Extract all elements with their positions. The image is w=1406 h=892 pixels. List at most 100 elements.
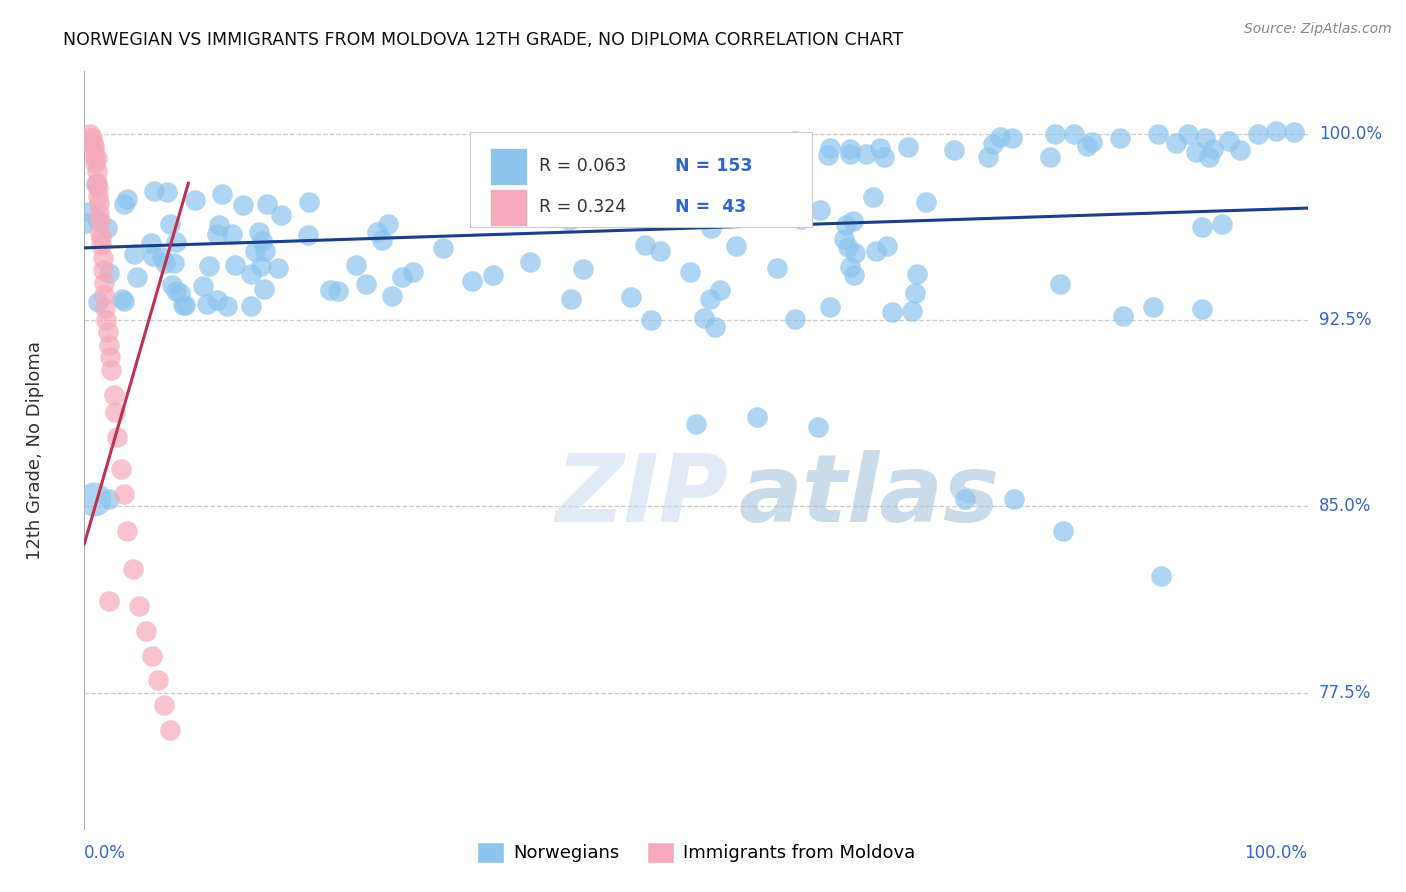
Point	[83, 144, 105, 158]
Point	[84, 152, 107, 166]
Point	[156, 186, 179, 200]
Point	[747, 409, 769, 424]
Point	[1229, 143, 1251, 157]
Text: 92.5%: 92.5%	[1319, 311, 1371, 329]
Point	[1194, 130, 1216, 145]
Point	[97, 326, 120, 340]
Point	[1049, 277, 1071, 292]
Point	[163, 255, 186, 269]
Point	[725, 239, 748, 253]
Point	[557, 213, 579, 227]
Point	[97, 266, 120, 280]
Point	[326, 284, 349, 298]
Point	[77, 204, 100, 219]
Point	[790, 212, 813, 227]
Point	[1039, 150, 1062, 164]
Point	[381, 288, 404, 302]
Point	[839, 143, 862, 157]
Point	[267, 260, 290, 275]
Point	[169, 285, 191, 300]
Point	[245, 244, 267, 258]
Point	[482, 268, 505, 283]
Point	[142, 248, 165, 262]
Point	[1218, 134, 1240, 148]
Point	[86, 214, 108, 228]
Point	[519, 255, 541, 269]
Point	[1264, 124, 1286, 138]
Point	[901, 303, 924, 318]
Point	[73, 216, 96, 230]
Point	[648, 244, 671, 258]
Point	[1177, 127, 1199, 141]
Point	[391, 269, 413, 284]
Point	[90, 231, 112, 245]
Point	[844, 246, 866, 260]
Point	[247, 225, 270, 239]
Legend: Norwegians, Immigrants from Moldova: Norwegians, Immigrants from Moldova	[470, 835, 922, 870]
Point	[97, 491, 120, 506]
Point	[208, 218, 231, 232]
Point	[211, 187, 233, 202]
Point	[79, 131, 101, 145]
Point	[699, 293, 721, 307]
Point	[834, 218, 856, 232]
Point	[96, 313, 118, 327]
Point	[183, 193, 205, 207]
Point	[298, 194, 321, 209]
Point	[112, 197, 135, 211]
Point	[159, 723, 181, 738]
Point	[749, 142, 772, 156]
Point	[1112, 309, 1135, 323]
Point	[98, 350, 121, 364]
Point	[897, 140, 920, 154]
Point	[855, 146, 877, 161]
Point	[128, 599, 150, 613]
Point	[93, 276, 115, 290]
Point	[942, 143, 965, 157]
Point	[1164, 136, 1187, 150]
Text: 85.0%: 85.0%	[1319, 498, 1371, 516]
Point	[205, 227, 228, 241]
Point	[1043, 127, 1066, 141]
Point	[953, 491, 976, 506]
Point	[122, 247, 145, 261]
Point	[103, 387, 125, 401]
Point	[250, 234, 273, 248]
FancyBboxPatch shape	[470, 132, 813, 227]
Point	[159, 217, 181, 231]
Point	[564, 211, 586, 226]
Point	[679, 264, 702, 278]
Point	[865, 244, 887, 259]
Point	[87, 196, 110, 211]
Point	[150, 250, 173, 264]
Point	[112, 487, 135, 501]
Point	[1076, 139, 1098, 153]
Point	[905, 268, 928, 282]
Text: 77.5%: 77.5%	[1319, 684, 1371, 702]
Point	[839, 147, 862, 161]
Point	[141, 235, 163, 250]
Point	[80, 131, 103, 145]
Point	[97, 594, 120, 608]
Point	[634, 238, 657, 252]
Point	[217, 300, 239, 314]
Point	[198, 260, 221, 274]
Point	[630, 202, 652, 217]
Point	[862, 190, 884, 204]
Point	[165, 235, 187, 250]
Point	[402, 265, 425, 279]
Point	[127, 270, 149, 285]
Point	[1001, 130, 1024, 145]
Point	[818, 300, 841, 314]
Point	[785, 134, 807, 148]
Point	[1282, 125, 1305, 139]
Point	[191, 279, 214, 293]
Point	[86, 176, 108, 190]
Point	[141, 648, 163, 663]
Point	[224, 258, 246, 272]
Point	[882, 305, 904, 319]
Point	[1002, 491, 1025, 506]
Point	[1052, 524, 1074, 539]
Point	[977, 150, 1000, 164]
Point	[1150, 569, 1173, 583]
